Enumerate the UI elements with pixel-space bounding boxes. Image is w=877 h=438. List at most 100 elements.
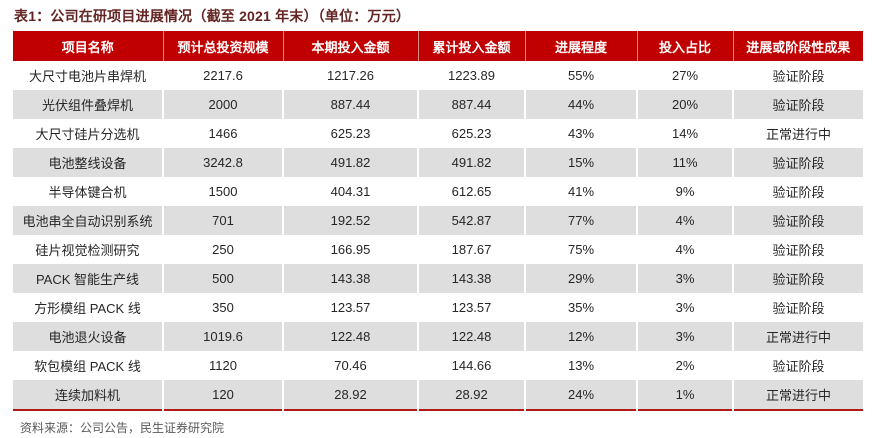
table-cell: 2000	[163, 90, 284, 119]
table-cell: 123.57	[418, 293, 526, 322]
source-note: 资料来源：公司公告，民生证券研究院	[20, 421, 225, 435]
table-cell: 41%	[525, 177, 638, 206]
table-cell: 验证阶段	[772, 272, 825, 287]
table-cell: 192.52	[283, 206, 419, 235]
table-row: 软包模组 PACK 线 1120 70.46 144.66 13% 2% 验证阶段	[13, 351, 863, 380]
table-cell: 1%	[637, 380, 734, 410]
table-row: 光伏组件叠焊机 2000 887.44 887.44 44% 20% 验证阶段	[13, 90, 863, 119]
table-cell: 35%	[525, 293, 638, 322]
table-cell: 正常进行中	[765, 388, 831, 403]
table-cell: 122.48	[418, 322, 526, 351]
table-cell: 验证阶段	[772, 359, 825, 374]
table-cell: 350	[163, 293, 284, 322]
table-cell: 验证阶段	[772, 185, 825, 200]
header-cell-investment-ratio: 投入占比	[637, 31, 734, 61]
table-row: 电池整线设备 3242.8 491.82 491.82 15% 11% 验证阶段	[13, 148, 863, 177]
table-cell: 55%	[525, 61, 638, 90]
table-cell: 143.38	[418, 264, 526, 293]
table-cell: 28.92	[418, 380, 526, 410]
table-cell: 542.87	[418, 206, 526, 235]
table-cell: 500	[163, 264, 284, 293]
projects-table: 项目名称 预计总投资规模 本期投入金额 累计投入金额 进展程度 投入占比 进展或…	[13, 31, 863, 411]
table-row: PACK 智能生产线 500 143.38 143.38 29% 3% 验证阶段	[13, 264, 863, 293]
table-cell: 44%	[525, 90, 638, 119]
table-cell: 70.46	[283, 351, 419, 380]
table-cell: 887.44	[283, 90, 419, 119]
table-row: 方形模组 PACK 线 350 123.57 123.57 35% 3% 验证阶段	[13, 293, 863, 322]
table-cell: 122.48	[283, 322, 419, 351]
table-row: 电池退火设备 1019.6 122.48 122.48 12% 3% 正常进行中	[13, 322, 863, 351]
table-header-row: 项目名称 预计总投资规模 本期投入金额 累计投入金额 进展程度 投入占比 进展或…	[13, 31, 863, 61]
table-cell: 701	[163, 206, 284, 235]
table-cell: 1019.6	[163, 322, 284, 351]
table-cell: 大尺寸电池片串焊机	[13, 61, 164, 90]
table-row: 电池串全自动识别系统 701 192.52 542.87 77% 4% 验证阶段	[13, 206, 863, 235]
table-cell: 验证阶段	[772, 214, 825, 229]
table-cell: 半导体键合机	[13, 177, 164, 206]
table-cell: 电池串全自动识别系统	[13, 206, 164, 235]
header-cell-planned-total-investment: 预计总投资规模	[163, 31, 284, 61]
table-cell: 887.44	[418, 90, 526, 119]
table-cell: 验证阶段	[772, 98, 825, 113]
table-cell: 144.66	[418, 351, 526, 380]
table-cell: 1120	[163, 351, 284, 380]
table-cell: 4%	[637, 235, 734, 264]
table-cell: PACK 智能生产线	[13, 264, 164, 293]
table-cell: 软包模组 PACK 线	[13, 351, 164, 380]
table-cell: 2217.6	[163, 61, 284, 90]
table-cell: 光伏组件叠焊机	[13, 90, 164, 119]
table-cell: 4%	[637, 206, 734, 235]
page-title: 表1：公司在研项目进展情况（截至 2021 年末）（单位：万元）	[14, 8, 411, 24]
table-cell: 625.23	[283, 119, 419, 148]
table-cell: 验证阶段	[772, 243, 825, 258]
table-row: 大尺寸硅片分选机 1466 625.23 625.23 43% 14% 正常进行中	[13, 119, 863, 148]
table-cell: 404.31	[283, 177, 419, 206]
table-cell: 612.65	[418, 177, 526, 206]
table-cell: 1217.26	[283, 61, 419, 90]
table-cell: 43%	[525, 119, 638, 148]
table-cell: 28.92	[283, 380, 419, 410]
header-cell-progress-degree: 进展程度	[525, 31, 638, 61]
table-cell: 2%	[637, 351, 734, 380]
table-cell: 1500	[163, 177, 284, 206]
table-cell: 13%	[525, 351, 638, 380]
table-cell: 验证阶段	[772, 301, 825, 316]
table-cell: 187.67	[418, 235, 526, 264]
table-cell: 电池整线设备	[13, 148, 164, 177]
table-cell: 连续加料机	[13, 380, 164, 410]
table-cell: 120	[163, 380, 284, 410]
table-cell: 123.57	[283, 293, 419, 322]
table-row: 连续加料机 120 28.92 28.92 24% 1% 正常进行中	[13, 380, 863, 410]
table-cell: 3%	[637, 322, 734, 351]
table-cell: 验证阶段	[772, 156, 825, 171]
table-cell: 14%	[637, 119, 734, 148]
table-cell: 491.82	[418, 148, 526, 177]
header-cell-progress-result: 进展或阶段性成果	[733, 31, 863, 61]
table-cell: 11%	[637, 148, 734, 177]
table-cell: 3%	[637, 264, 734, 293]
table-row: 大尺寸电池片串焊机 2217.6 1217.26 1223.89 55% 27% 验证阶段	[13, 61, 863, 90]
table-row: 半导体键合机 1500 404.31 612.65 41% 9% 验证阶段	[13, 177, 863, 206]
table-cell: 3242.8	[163, 148, 284, 177]
table-cell: 75%	[525, 235, 638, 264]
table-cell: 9%	[637, 177, 734, 206]
table-cell: 1223.89	[418, 61, 526, 90]
table-cell: 大尺寸硅片分选机	[13, 119, 164, 148]
table-cell: 24%	[525, 380, 638, 410]
header-cell-cumulative-investment: 累计投入金额	[418, 31, 526, 61]
table-cell: 电池退火设备	[13, 322, 164, 351]
table-cell: 143.38	[283, 264, 419, 293]
table-body: 大尺寸电池片串焊机 2217.6 1217.26 1223.89 55% 27% 验证阶段光…	[13, 61, 863, 410]
table-cell: 验证阶段	[772, 69, 825, 84]
table-cell: 12%	[525, 322, 638, 351]
table-row: 硅片视觉检测研究 250 166.95 187.67 75% 4% 验证阶段	[13, 235, 863, 264]
table-cell: 491.82	[283, 148, 419, 177]
table-cell: 166.95	[283, 235, 419, 264]
table-cell: 29%	[525, 264, 638, 293]
header-cell-current-investment: 本期投入金额	[283, 31, 419, 61]
table-cell: 250	[163, 235, 284, 264]
table-cell: 硅片视觉检测研究	[13, 235, 164, 264]
table-cell: 15%	[525, 148, 638, 177]
table-cell: 625.23	[418, 119, 526, 148]
